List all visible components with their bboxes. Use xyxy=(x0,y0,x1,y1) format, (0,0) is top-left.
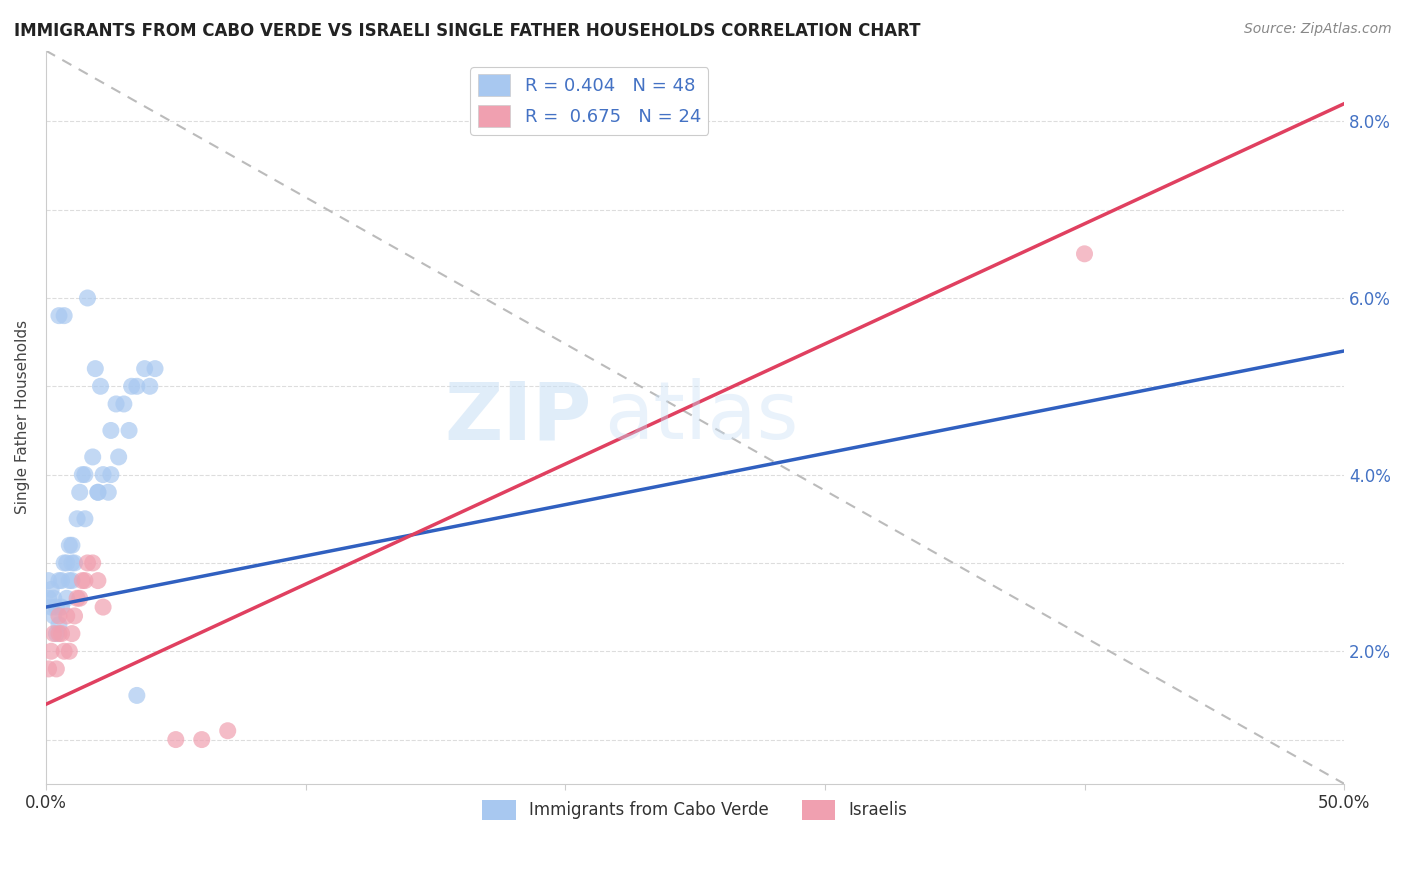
Point xyxy=(48,617,70,632)
Point xyxy=(58,538,80,552)
Point xyxy=(38,662,60,676)
Point xyxy=(63,609,86,624)
Point xyxy=(48,626,70,640)
Point xyxy=(112,397,135,411)
Point xyxy=(39,644,62,658)
Point xyxy=(125,379,148,393)
Point xyxy=(53,309,76,323)
Point xyxy=(51,626,73,640)
Point xyxy=(60,574,83,588)
Y-axis label: Single Father Households: Single Father Households xyxy=(15,320,30,515)
Point xyxy=(73,467,96,482)
Text: atlas: atlas xyxy=(605,378,799,456)
Point xyxy=(42,591,65,606)
Point xyxy=(45,600,67,615)
Point xyxy=(69,591,91,606)
Point xyxy=(63,556,86,570)
Point xyxy=(165,732,187,747)
Point xyxy=(87,485,110,500)
Point xyxy=(134,361,156,376)
Point xyxy=(97,485,120,500)
Point xyxy=(190,732,212,747)
Point xyxy=(72,574,94,588)
Point xyxy=(60,626,83,640)
Point xyxy=(42,626,65,640)
Point xyxy=(82,450,104,464)
Point xyxy=(45,626,67,640)
Point xyxy=(38,574,60,588)
Point xyxy=(45,662,67,676)
Point xyxy=(39,600,62,615)
Point xyxy=(100,424,122,438)
Text: ZIP: ZIP xyxy=(444,378,591,456)
Point xyxy=(48,609,70,624)
Point xyxy=(48,574,70,588)
Point xyxy=(73,574,96,588)
Point xyxy=(73,512,96,526)
Text: IMMIGRANTS FROM CABO VERDE VS ISRAELI SINGLE FATHER HOUSEHOLDS CORRELATION CHART: IMMIGRANTS FROM CABO VERDE VS ISRAELI SI… xyxy=(14,22,921,40)
Point xyxy=(51,574,73,588)
Point xyxy=(91,467,114,482)
Point xyxy=(105,397,128,411)
Point xyxy=(84,361,107,376)
Point xyxy=(72,467,94,482)
Point xyxy=(53,644,76,658)
Point xyxy=(58,644,80,658)
Point xyxy=(55,556,77,570)
Point xyxy=(121,379,143,393)
Point xyxy=(1073,247,1095,261)
Point xyxy=(118,424,141,438)
Text: Source: ZipAtlas.com: Source: ZipAtlas.com xyxy=(1244,22,1392,37)
Point xyxy=(89,379,111,393)
Point xyxy=(66,512,89,526)
Point xyxy=(38,591,60,606)
Point xyxy=(76,291,98,305)
Point xyxy=(107,450,129,464)
Point xyxy=(91,600,114,615)
Point xyxy=(39,582,62,597)
Point xyxy=(217,723,239,738)
Point xyxy=(139,379,162,393)
Point xyxy=(51,600,73,615)
Point xyxy=(66,591,89,606)
Point xyxy=(55,609,77,624)
Point xyxy=(87,485,110,500)
Point xyxy=(76,556,98,570)
Point xyxy=(55,591,77,606)
Point xyxy=(58,574,80,588)
Point xyxy=(125,689,148,703)
Point xyxy=(82,556,104,570)
Point xyxy=(143,361,166,376)
Point xyxy=(48,309,70,323)
Point xyxy=(53,556,76,570)
Legend: Immigrants from Cabo Verde, Israelis: Immigrants from Cabo Verde, Israelis xyxy=(475,793,914,827)
Point xyxy=(69,485,91,500)
Point xyxy=(87,574,110,588)
Point xyxy=(60,538,83,552)
Point xyxy=(100,467,122,482)
Point xyxy=(42,609,65,624)
Point xyxy=(60,556,83,570)
